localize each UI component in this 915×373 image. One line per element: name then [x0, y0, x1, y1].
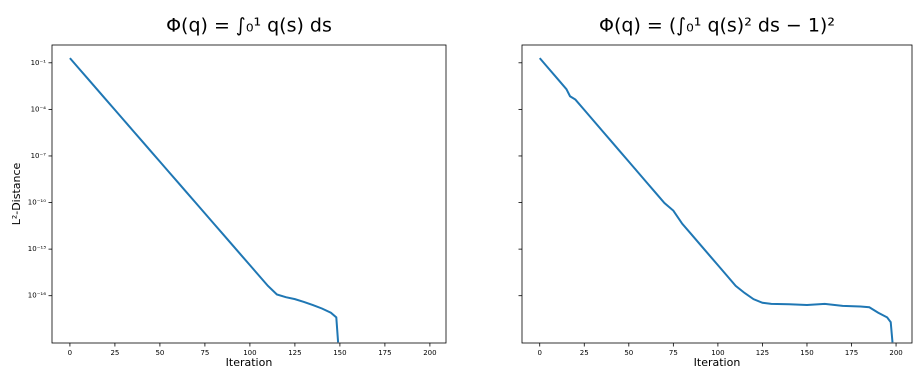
y-tick-label: 10⁻⁷	[31, 152, 47, 160]
x-tick-label: 0	[537, 349, 541, 357]
x-axis-label: Iteration	[694, 356, 741, 369]
x-tick-label: 150	[800, 349, 813, 357]
x-tick-label: 150	[333, 349, 346, 357]
x-tick-label: 75	[669, 349, 678, 357]
x-tick-label: 100	[711, 349, 724, 357]
x-axis-label: Iteration	[226, 356, 273, 369]
x-tick-label: 200	[423, 349, 436, 357]
plot-frame	[521, 44, 913, 344]
x-tick-label: 75	[200, 349, 209, 357]
y-axis-label: L²-Distance	[10, 162, 23, 225]
y-tick-label: 10⁻⁴	[31, 105, 47, 113]
x-tick-label: 50	[155, 349, 164, 357]
x-tick-label: 200	[889, 349, 902, 357]
x-tick-label: 25	[580, 349, 589, 357]
x-tick-label: 100	[243, 349, 256, 357]
plot-frame	[51, 44, 447, 344]
x-tick-label: 50	[624, 349, 633, 357]
x-tick-label: 0	[68, 349, 72, 357]
x-tick-label: 125	[288, 349, 301, 357]
y-tick-label: 10⁻¹⁰	[28, 199, 46, 207]
data-line	[538, 57, 894, 343]
chart-title: Φ(q) = ∫₀¹ q(s) ds	[166, 15, 332, 37]
x-tick-label: 125	[756, 349, 769, 357]
y-tick-label: 10⁻¹	[31, 59, 47, 67]
y-tick-label: 10⁻¹³	[28, 245, 46, 253]
x-tick-label: 175	[378, 349, 391, 357]
chart-title: Φ(q) = (∫₀¹ q(s)² ds − 1)²	[599, 15, 835, 37]
x-tick-label: 25	[110, 349, 119, 357]
data-line	[69, 57, 340, 343]
x-tick-label: 175	[845, 349, 858, 357]
y-tick-label: 10⁻¹⁶	[28, 292, 46, 300]
